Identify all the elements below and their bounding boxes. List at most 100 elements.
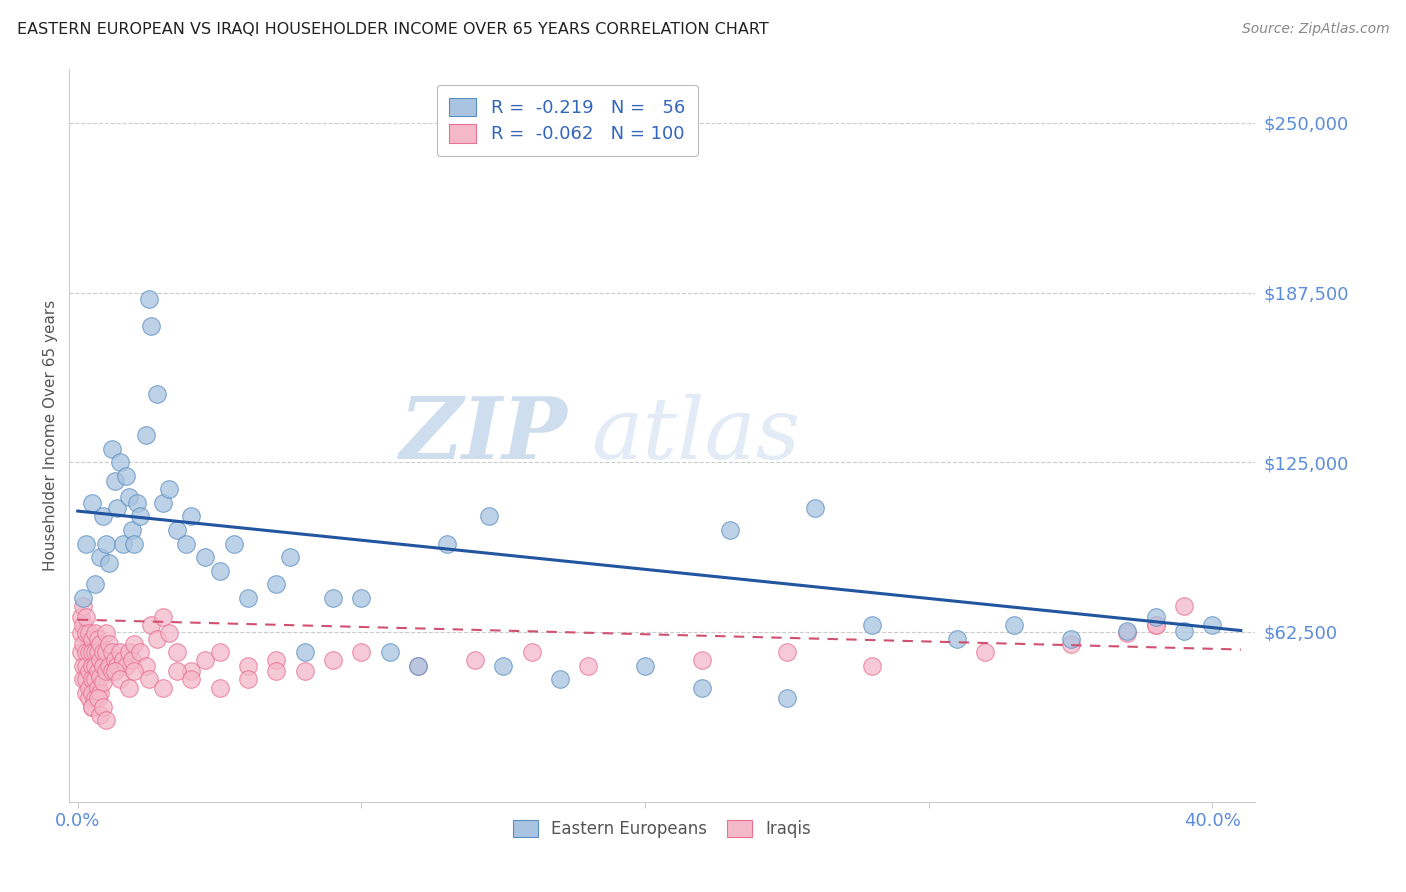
Point — [135, 658, 157, 673]
Point — [180, 665, 202, 679]
Point — [208, 681, 231, 695]
Point — [1144, 618, 1167, 632]
Point — [1201, 618, 1223, 632]
Point — [378, 645, 401, 659]
Point — [80, 645, 103, 659]
Point — [266, 665, 288, 679]
Point — [129, 509, 152, 524]
Point — [118, 645, 141, 659]
Point — [80, 673, 103, 687]
Point — [91, 658, 114, 673]
Point — [294, 665, 316, 679]
Point — [141, 319, 163, 334]
Point — [91, 645, 114, 659]
Point — [690, 681, 713, 695]
Point — [127, 496, 149, 510]
Point — [80, 699, 103, 714]
Point — [89, 686, 111, 700]
Point — [91, 699, 114, 714]
Point — [89, 653, 111, 667]
Point — [83, 673, 105, 687]
Point — [86, 632, 108, 646]
Point — [94, 626, 117, 640]
Point — [104, 474, 127, 488]
Point — [107, 658, 129, 673]
Point — [946, 632, 969, 646]
Point — [141, 618, 163, 632]
Point — [157, 626, 180, 640]
Point — [124, 637, 146, 651]
Point — [1173, 599, 1195, 613]
Point — [121, 653, 143, 667]
Point — [436, 536, 458, 550]
Point — [110, 455, 132, 469]
Point — [69, 645, 91, 659]
Point — [118, 491, 141, 505]
Point — [294, 645, 316, 659]
Point — [80, 632, 103, 646]
Point — [97, 658, 120, 673]
Point — [1144, 618, 1167, 632]
Point — [72, 599, 94, 613]
Point — [634, 658, 657, 673]
Point — [350, 645, 373, 659]
Point — [94, 713, 117, 727]
Y-axis label: Householder Income Over 65 years: Householder Income Over 65 years — [44, 300, 58, 571]
Point — [1173, 624, 1195, 638]
Point — [75, 610, 97, 624]
Point — [520, 645, 543, 659]
Point — [94, 645, 117, 659]
Point — [72, 673, 94, 687]
Point — [104, 665, 127, 679]
Point — [83, 658, 105, 673]
Point — [1116, 624, 1139, 638]
Point — [350, 591, 373, 605]
Point — [101, 665, 124, 679]
Text: Source: ZipAtlas.com: Source: ZipAtlas.com — [1241, 22, 1389, 37]
Point — [146, 632, 169, 646]
Point — [180, 673, 202, 687]
Point — [166, 523, 188, 537]
Point — [86, 681, 108, 695]
Point — [576, 658, 599, 673]
Point — [194, 550, 217, 565]
Point — [75, 673, 97, 687]
Point — [146, 387, 169, 401]
Point — [83, 691, 105, 706]
Point — [75, 686, 97, 700]
Point — [166, 665, 188, 679]
Point — [138, 673, 160, 687]
Text: ZIP: ZIP — [399, 393, 567, 477]
Point — [1002, 618, 1025, 632]
Point — [97, 637, 120, 651]
Point — [690, 653, 713, 667]
Point — [75, 626, 97, 640]
Point — [124, 665, 146, 679]
Point — [121, 523, 143, 537]
Point — [776, 691, 799, 706]
Point — [718, 523, 741, 537]
Point — [89, 707, 111, 722]
Point — [236, 673, 259, 687]
Point — [124, 536, 146, 550]
Point — [86, 665, 108, 679]
Point — [548, 673, 571, 687]
Text: EASTERN EUROPEAN VS IRAQI HOUSEHOLDER INCOME OVER 65 YEARS CORRELATION CHART: EASTERN EUROPEAN VS IRAQI HOUSEHOLDER IN… — [17, 22, 769, 37]
Point — [112, 536, 135, 550]
Point — [804, 501, 827, 516]
Point — [77, 665, 100, 679]
Point — [112, 653, 135, 667]
Point — [89, 637, 111, 651]
Point — [72, 658, 94, 673]
Point — [101, 442, 124, 456]
Point — [72, 637, 94, 651]
Point — [104, 653, 127, 667]
Point — [464, 653, 486, 667]
Point — [75, 658, 97, 673]
Point — [80, 686, 103, 700]
Legend: Eastern Europeans, Iraqis: Eastern Europeans, Iraqis — [506, 813, 818, 845]
Point — [492, 658, 515, 673]
Point — [478, 509, 501, 524]
Point — [974, 645, 997, 659]
Point — [72, 591, 94, 605]
